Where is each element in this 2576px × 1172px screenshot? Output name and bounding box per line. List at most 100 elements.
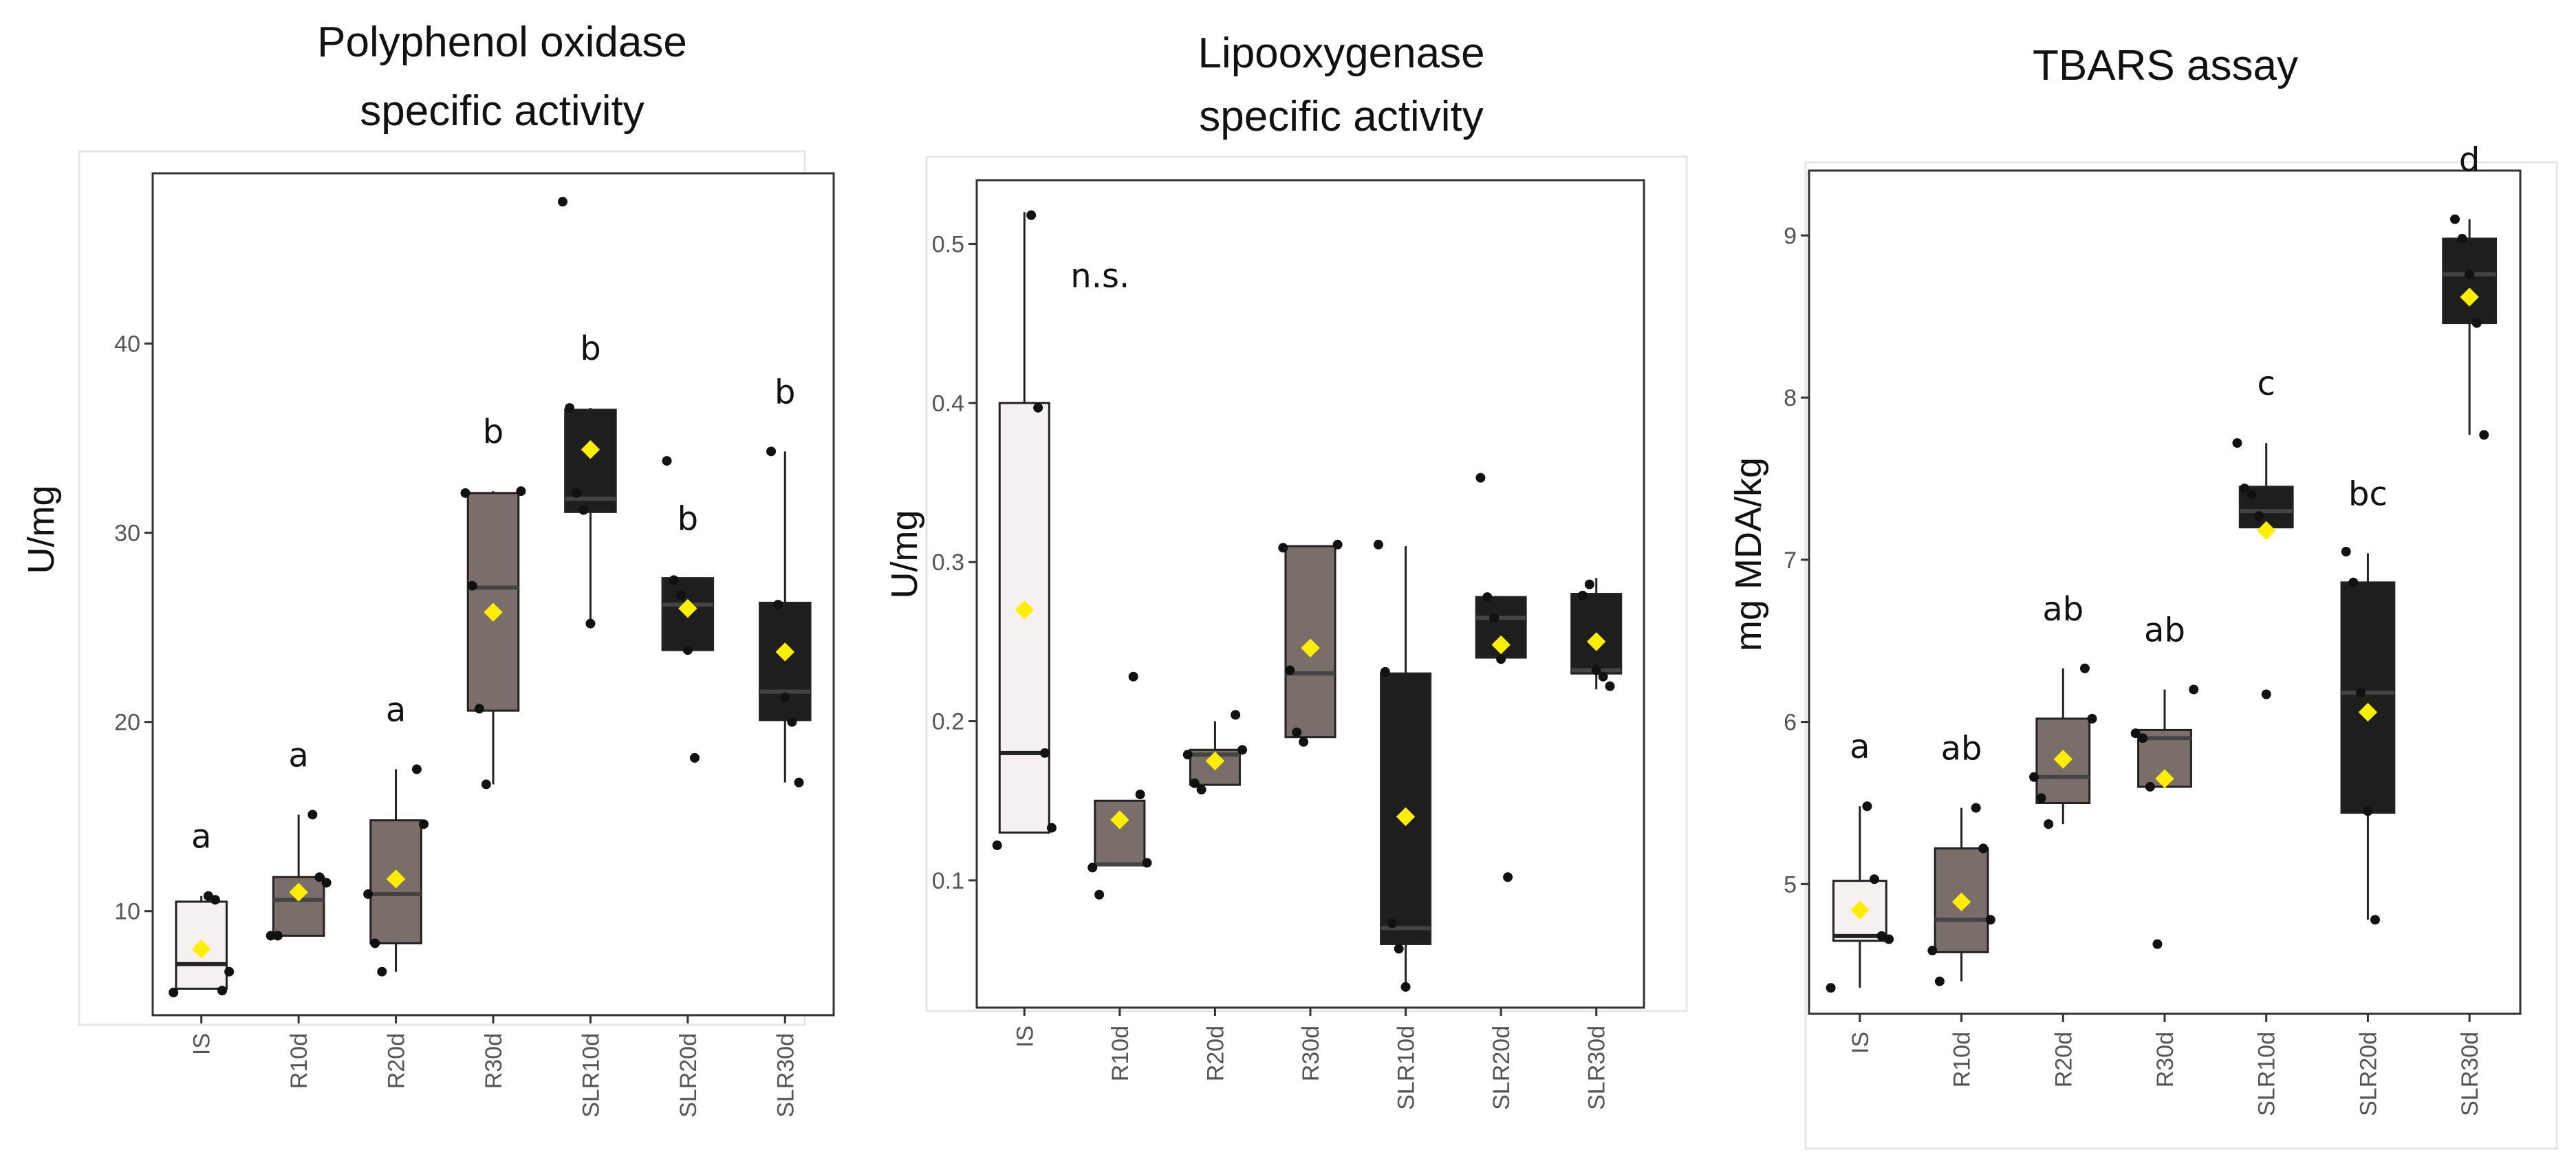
data-point bbox=[1978, 843, 1989, 854]
chart-title-polyphenol-line1: Polyphenol oxidase bbox=[317, 19, 687, 66]
x-tick-label: R20d bbox=[384, 1033, 410, 1089]
data-point bbox=[557, 197, 567, 207]
mean-marker bbox=[2257, 521, 2276, 541]
data-point bbox=[1884, 934, 1894, 944]
plot-area bbox=[1808, 169, 2522, 1015]
y-tick-label: 0.4 bbox=[932, 391, 964, 417]
significance-letter: b bbox=[678, 500, 698, 539]
data-point bbox=[516, 486, 526, 497]
x-tick-label: R30d bbox=[1298, 1026, 1324, 1081]
data-point bbox=[2087, 713, 2097, 724]
data-point bbox=[572, 488, 582, 498]
mean-marker bbox=[1587, 632, 1606, 651]
data-point bbox=[1299, 737, 1309, 747]
data-point bbox=[1332, 539, 1343, 550]
data-point bbox=[2152, 939, 2163, 949]
y-tick-label: 0.5 bbox=[932, 232, 964, 258]
mean-marker bbox=[1205, 751, 1225, 771]
data-point bbox=[1934, 976, 1945, 986]
mean-marker bbox=[1110, 810, 1129, 829]
data-point bbox=[2029, 772, 2039, 782]
data-point bbox=[272, 931, 283, 941]
mean-marker bbox=[2155, 769, 2174, 788]
data-point bbox=[1135, 789, 1145, 799]
data-point bbox=[1237, 745, 1248, 755]
significance-letter: ab bbox=[1941, 730, 1982, 768]
data-point bbox=[565, 403, 575, 413]
data-point bbox=[1285, 665, 1295, 675]
data-point bbox=[474, 704, 484, 714]
data-point bbox=[2145, 781, 2155, 792]
data-point bbox=[1094, 889, 1105, 900]
panel-frame bbox=[925, 155, 1688, 1012]
mean-marker bbox=[775, 642, 794, 662]
box bbox=[564, 409, 617, 513]
y-tick-label: 5 bbox=[1784, 871, 1797, 898]
mean-marker bbox=[1301, 638, 1320, 658]
data-point bbox=[2341, 547, 2351, 557]
data-point bbox=[1087, 862, 1098, 873]
data-point bbox=[1026, 210, 1037, 220]
data-point bbox=[689, 752, 700, 763]
panel-2: 5 6 7 8 9 IS a R10d ab R20d ab R30d ab SLR10d c SLR20d b… bbox=[1784, 141, 2558, 1150]
data-point bbox=[1278, 543, 1288, 553]
box bbox=[466, 492, 520, 712]
mean-marker bbox=[581, 440, 600, 459]
data-point bbox=[794, 777, 804, 788]
data-point bbox=[2130, 728, 2141, 739]
data-point bbox=[766, 446, 777, 457]
data-point bbox=[1394, 944, 1404, 954]
mean-marker bbox=[386, 869, 406, 889]
data-point bbox=[460, 488, 470, 498]
y-tick-label: 8 bbox=[1784, 385, 1797, 411]
mean-marker bbox=[1491, 635, 1511, 655]
panel-frame bbox=[1804, 161, 2558, 1150]
mean-marker bbox=[2460, 287, 2479, 307]
significance-letter: ab bbox=[2144, 611, 2185, 649]
data-point bbox=[2479, 430, 2489, 440]
data-point bbox=[321, 878, 332, 888]
box bbox=[759, 601, 812, 721]
data-point bbox=[217, 986, 228, 996]
data-point bbox=[2240, 484, 2250, 494]
x-tick-label: SLR10d bbox=[1394, 1026, 1420, 1110]
y-tick-label: 7 bbox=[1784, 547, 1797, 574]
data-point bbox=[2457, 234, 2467, 244]
data-point bbox=[585, 618, 596, 629]
data-point bbox=[481, 779, 491, 790]
x-tick-label: R20d bbox=[1202, 1026, 1229, 1081]
mean-marker bbox=[2358, 702, 2378, 722]
data-point bbox=[1189, 778, 1200, 788]
mean-marker bbox=[1396, 807, 1416, 827]
box bbox=[2442, 237, 2498, 325]
data-point bbox=[224, 966, 235, 977]
x-tick-label: SLR20d bbox=[2355, 1032, 2381, 1116]
y-tick-label: 6 bbox=[1784, 710, 1797, 736]
data-point bbox=[2355, 688, 2366, 698]
significance-letter: a bbox=[288, 736, 308, 774]
y-tick-label: 0.2 bbox=[932, 709, 964, 735]
data-point bbox=[1584, 579, 1594, 589]
significance-letter: b bbox=[580, 329, 600, 368]
mean-marker bbox=[484, 603, 503, 622]
y-tick-label: 20 bbox=[114, 710, 140, 736]
mean-marker bbox=[1951, 892, 1971, 912]
data-point bbox=[2254, 511, 2264, 521]
significance-letter: b bbox=[775, 373, 795, 411]
data-point bbox=[773, 600, 783, 610]
significance-letter: ab bbox=[2042, 590, 2083, 629]
y-tick-label: 0.3 bbox=[932, 550, 964, 576]
x-tick-label: SLR20d bbox=[675, 1033, 702, 1118]
data-point bbox=[1142, 858, 1152, 868]
chart-title-lipooxygenase-line2: specific activity bbox=[1199, 93, 1483, 140]
box bbox=[1094, 799, 1146, 866]
x-tick-label: R10d bbox=[1107, 1026, 1134, 1081]
y-tick-label: 30 bbox=[114, 521, 140, 547]
data-point bbox=[411, 764, 422, 774]
data-point bbox=[2450, 214, 2460, 224]
data-point bbox=[2079, 663, 2090, 673]
plot-area bbox=[151, 172, 835, 1017]
data-point bbox=[2247, 490, 2257, 500]
data-point bbox=[992, 840, 1002, 851]
data-point bbox=[370, 938, 380, 948]
